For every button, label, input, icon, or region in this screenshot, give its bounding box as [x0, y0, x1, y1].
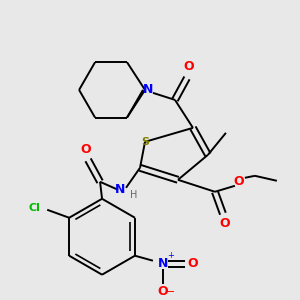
Text: S: S — [141, 137, 149, 147]
Text: O: O — [234, 175, 244, 188]
Text: H: H — [130, 190, 138, 200]
Text: O: O — [220, 217, 230, 230]
Text: +: + — [167, 251, 174, 260]
Text: O: O — [158, 285, 168, 298]
Text: N: N — [143, 83, 153, 96]
Text: O: O — [188, 257, 198, 270]
Text: O: O — [81, 143, 92, 156]
Text: −: − — [166, 287, 176, 297]
Text: Cl: Cl — [28, 203, 40, 213]
Text: N: N — [115, 183, 125, 196]
Text: O: O — [184, 60, 194, 74]
Text: N: N — [158, 257, 168, 270]
